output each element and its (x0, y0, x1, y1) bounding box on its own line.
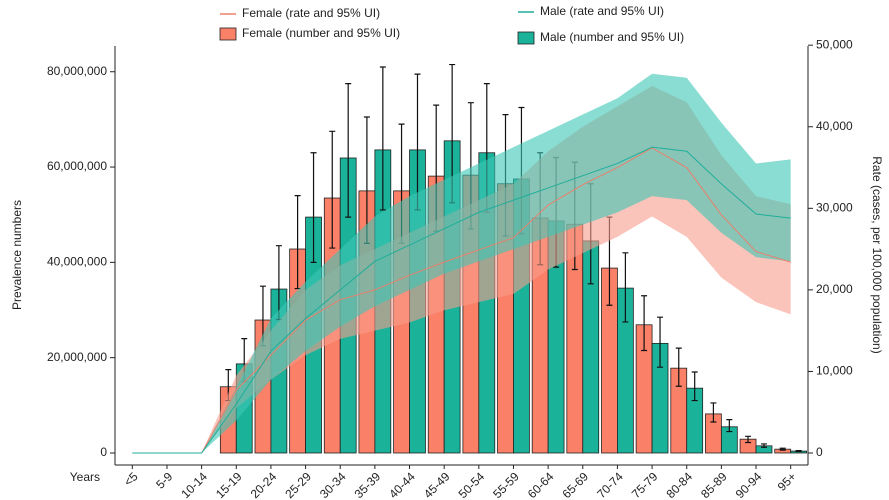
error-bar (691, 371, 698, 402)
x-tick-label: 55-59 (490, 469, 522, 500)
y-tick-label: 40,000,000 (47, 255, 107, 269)
x-tick-label: 25-29 (282, 469, 314, 500)
y-axis-title: Prevalence numbers (10, 200, 24, 310)
y2-tick-label: 0 (816, 445, 823, 459)
legend-label: Female (number and 95% UI) (242, 26, 400, 40)
legend-label: Male (number and 95% UI) (540, 30, 684, 44)
error-bar (641, 295, 648, 352)
y2-tick-label: 10,000 (816, 364, 853, 378)
error-bar (379, 66, 386, 211)
error-bar (329, 130, 336, 249)
x-tick-label: 50-54 (456, 469, 488, 500)
error-bar (760, 443, 767, 448)
error-bar (795, 450, 802, 453)
x-tick-label: 90-94 (733, 469, 765, 500)
x-tick-label: 5-9 (153, 469, 175, 491)
error-bar (675, 347, 682, 387)
error-bar (345, 83, 352, 218)
error-bar (779, 447, 786, 451)
rate-line (132, 146, 791, 454)
error-bar (726, 419, 733, 433)
x-axis-title: Years (70, 470, 100, 484)
y-tick-label: 0 (100, 445, 107, 459)
legend-swatch (517, 31, 535, 45)
x-tick-label: 10-14 (178, 469, 210, 500)
x-tick-label: <5 (121, 469, 141, 489)
y2-tick-label: 20,000 (816, 282, 853, 296)
x-tick-label: 85-89 (698, 469, 730, 500)
y2-tick-label: 40,000 (816, 119, 853, 133)
ui-ribbon (132, 73, 791, 454)
x-tick-label: 20-24 (248, 469, 280, 500)
y-tick-label: 20,000,000 (47, 350, 107, 364)
error-bar (710, 402, 717, 423)
x-tick-label: 65-69 (560, 469, 592, 500)
x-tick-label: 70-74 (594, 469, 626, 500)
x-tick-label: 30-34 (317, 469, 349, 500)
y2-axis-title: Rate (cases, per 100,000 population) (870, 156, 884, 353)
error-bar (622, 252, 629, 323)
x-tick-label: 15-19 (213, 469, 245, 500)
x-tick-label: 40-44 (386, 469, 418, 500)
x-tick-label: 75-79 (629, 469, 661, 500)
x-tick-label: 80-84 (663, 469, 695, 500)
rate-line (132, 147, 791, 454)
error-bar (745, 435, 752, 444)
x-tick-label: 60-64 (525, 469, 557, 500)
y2-tick-label: 50,000 (816, 37, 853, 51)
error-bar (657, 316, 664, 368)
error-bar (310, 152, 317, 263)
y2-tick-label: 30,000 (816, 200, 853, 214)
legend-label: Male (rate and 95% UI) (540, 4, 664, 18)
x-tick-label: 45-49 (421, 469, 453, 500)
legend-swatch (219, 27, 237, 41)
x-tick-label: 35-39 (352, 469, 384, 500)
legend-label: Female (rate and 95% UI) (242, 6, 380, 20)
x-tick-label: 95+ (775, 469, 799, 493)
y-tick-label: 80,000,000 (47, 64, 107, 78)
y-tick-label: 60,000,000 (47, 159, 107, 173)
